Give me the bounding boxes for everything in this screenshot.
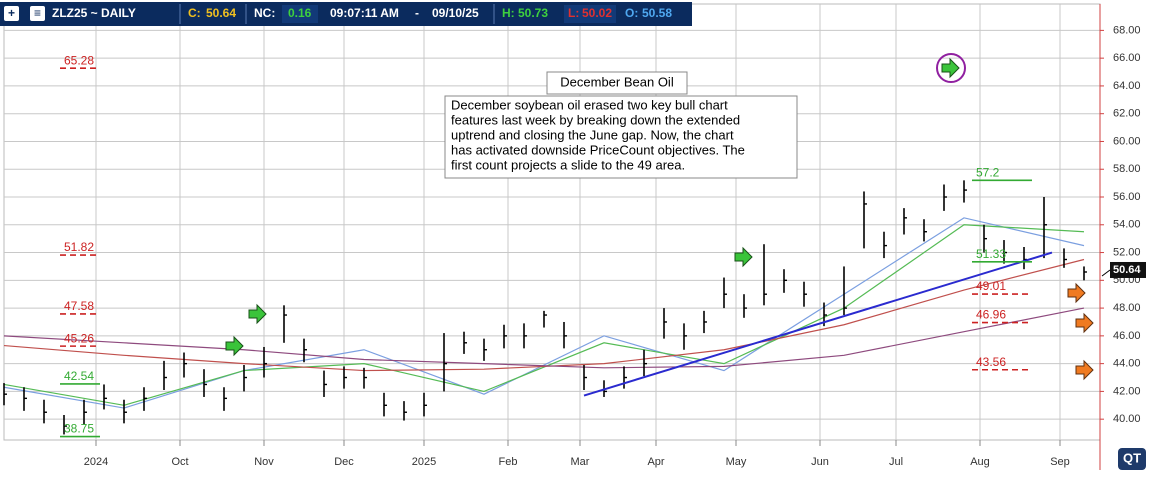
price-level-label: 46.96 [976,308,1006,322]
last-price-pointer [1101,269,1111,277]
price-level-label: 51.33 [976,247,1006,261]
x-tick-label: Mar [571,456,590,468]
nc-bg [282,5,318,23]
y-tick-label: 60.00 [1113,135,1141,147]
annotation-line: uptrend and closing the June gap. Now, t… [451,127,734,142]
close-value: 50.64 [206,6,236,20]
y-tick-label: 62.00 [1113,108,1141,120]
menu-button[interactable] [30,6,45,21]
y-tick-label: 66.00 [1113,52,1141,64]
y-tick-label: 46.00 [1113,330,1141,342]
y-tick-label: 58.00 [1113,163,1141,175]
low-bg [564,5,616,23]
x-tick-label: Oct [171,456,188,468]
price-level-label: 47.58 [64,299,94,313]
x-tick-label: Sep [1050,456,1070,468]
y-tick-label: 54.00 [1113,219,1141,231]
symbol: ZLZ25 ~ DAILY [52,6,136,20]
price-level-label: 43.56 [976,355,1006,369]
price-level-label: 45.26 [64,331,94,345]
annotation-line: has activated downside PriceCount object… [451,142,745,157]
logo-text: QT [1123,450,1141,465]
last-price-label: 50.64 [1113,264,1141,276]
annotation-line: features last week by breaking down the … [451,112,740,127]
price-level-label: 51.82 [64,240,94,254]
price-level-label: 65.28 [64,53,94,67]
close-label: C: [188,6,201,20]
signal-circle [936,53,966,83]
x-tick-label: Dec [334,456,354,468]
y-tick-label: 56.00 [1113,191,1141,203]
x-tick-label: Apr [647,456,664,468]
arrow-orange [1075,312,1094,334]
open-value: 50.58 [642,6,672,20]
annotation: December Bean Oil December soybean oil e… [444,71,798,179]
annotation-title-box [546,71,688,95]
x-tick-label: 2025 [412,456,436,468]
annotation-box [444,95,798,179]
y-tick-label: 42.00 [1113,385,1141,397]
moving-average [3,224,1085,406]
date: 09/10/25 [432,6,479,20]
time: 09:07:11 AM [330,6,399,20]
price-level-label: 57.2 [976,166,1000,180]
x-tick-label: 2024 [84,456,108,468]
x-tick-label: May [726,456,747,468]
y-tick-label: 52.00 [1113,246,1141,258]
high-label: H: [502,6,515,20]
plot: 65.28 51.82 47.58 45.26 42.54 38.75 57.2 51.33 4… [3,53,1087,438]
plus-icon: + [8,6,15,20]
high-value: 50.73 [518,6,548,20]
arrow-green [248,303,267,325]
last-price-box [1110,261,1146,278]
menu-icon: ≡ [34,6,41,20]
y-tick-label: 48.00 [1113,302,1141,314]
logo [1118,448,1146,470]
arrow-green [225,335,244,357]
low-value: 50.02 [582,6,612,20]
annotation-line: first count projects a slide to the 49 a… [451,157,685,172]
annotation-title: December Bean Oil [560,74,674,89]
arrow-orange [1075,359,1094,381]
y-tick-label: 64.00 [1113,80,1141,92]
x-tick-label: Feb [499,456,518,468]
arrow-orange [1067,282,1086,304]
x-tick-label: Jun [811,456,829,468]
arrow-green [941,57,960,79]
trendline [583,251,1053,397]
signal-arrows [225,53,1094,381]
moving-average [3,307,1085,369]
x-tick-label: Jul [889,456,903,468]
low-label: L: [568,6,579,20]
add-button[interactable] [4,6,19,21]
header-bar: + ≡ ZLZ25 ~ DAILY C: 50.64 NC: 0.16 09:0… [0,2,692,26]
open-label: O: [625,6,638,20]
nc-value: 0.16 [288,6,312,20]
price-level-label: 42.54 [64,369,94,383]
annotation-line: December soybean oil erased two key bull… [451,97,728,112]
y-tick-label: 40.00 [1113,413,1141,425]
y-tick-label: 68.00 [1113,24,1141,36]
price-level-label: 38.75 [64,422,94,436]
moving-average [3,217,1085,409]
x-tick-label: Aug [970,456,990,468]
annotation-text: December soybean oil erased two key bull… [451,97,745,172]
separator: - [415,6,419,20]
y-tick-label: 44.00 [1113,358,1141,370]
x-tick-label: Nov [254,456,274,468]
price-level-label: 49.01 [976,279,1006,293]
nc-label: NC: [254,6,275,20]
arrow-green [734,246,753,268]
